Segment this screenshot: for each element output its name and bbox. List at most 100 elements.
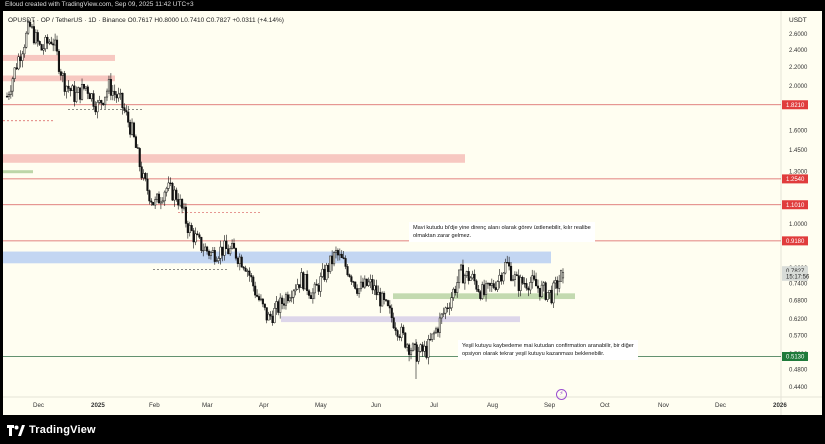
y-tick-label: 0.4800 — [789, 368, 808, 374]
candle-body — [263, 303, 266, 308]
candle-body — [294, 288, 297, 292]
candle-body — [369, 279, 372, 283]
candle-body — [96, 101, 99, 113]
candle-body — [336, 250, 339, 256]
annotation-note-blue-box[interactable]: Mavi kutudu bi'dje yine direnç alanı ola… — [409, 222, 595, 242]
candle-body — [498, 274, 501, 282]
candle-body — [129, 122, 132, 135]
candle-body — [150, 200, 153, 203]
price-label: 1.1010 — [786, 203, 805, 209]
candle-body — [331, 255, 334, 265]
candle-body — [421, 344, 424, 352]
y-tick-label: 1.4500 — [789, 148, 808, 154]
candle-body — [156, 193, 159, 200]
candle-body — [90, 93, 93, 100]
candle-body — [211, 250, 214, 253]
candle-body — [286, 294, 289, 302]
candle-body — [236, 257, 239, 264]
candle-body — [232, 243, 236, 249]
candle-body — [275, 301, 278, 309]
candle-body — [186, 223, 189, 233]
candle-body — [371, 279, 374, 291]
candle-body — [184, 206, 187, 224]
candle-body — [354, 281, 357, 289]
purple-zone — [281, 316, 520, 323]
candle-body — [71, 85, 74, 92]
candle-body — [400, 326, 403, 338]
candle-body — [204, 246, 207, 251]
candle-body — [223, 240, 226, 256]
candle-body — [92, 93, 95, 107]
candle-body — [325, 264, 328, 280]
candle-body — [481, 284, 484, 299]
candle-body — [392, 317, 395, 329]
candle-body — [267, 313, 270, 321]
currency-label: USDT — [789, 17, 807, 24]
candle-body — [359, 281, 363, 290]
candle-body — [265, 307, 268, 321]
x-tick-label: Apr — [259, 402, 269, 409]
x-tick-label: Dec — [33, 402, 44, 409]
x-tick-label: Mar — [202, 402, 213, 409]
candle-body — [11, 78, 14, 92]
candle-body — [538, 287, 541, 297]
candle-body — [138, 148, 141, 168]
candle-body — [313, 283, 316, 294]
candle-body — [517, 275, 520, 291]
candle-body — [77, 87, 80, 93]
candle-body — [307, 290, 311, 296]
candle-body — [115, 94, 118, 99]
candle-body — [240, 256, 243, 268]
candle-body — [500, 274, 503, 282]
candle-body — [277, 301, 280, 313]
candle-body — [252, 276, 255, 287]
lightning-icon[interactable]: ⚡ — [556, 389, 567, 400]
candle-body — [221, 246, 224, 256]
candle-body — [206, 246, 209, 252]
candle-body — [200, 236, 203, 251]
y-tick-label: 0.6200 — [789, 317, 808, 323]
candle-body — [192, 230, 195, 243]
candle-body — [469, 277, 472, 281]
candle-body — [159, 201, 162, 204]
chart-area[interactable]: 2.60002.40002.20002.00001.80001.60001.45… — [3, 11, 822, 415]
candle-body — [417, 351, 420, 362]
candle-body — [52, 43, 55, 46]
price-label: 0.9180 — [786, 239, 805, 245]
red-zone-2 — [3, 75, 115, 82]
price-label-box — [782, 100, 808, 110]
candle-body — [123, 107, 126, 111]
candle-body — [440, 313, 443, 319]
candle-body — [298, 284, 301, 288]
candle-body — [121, 92, 124, 108]
candle-body — [375, 285, 378, 296]
x-tick-label: Jun — [371, 402, 382, 409]
candle-body — [84, 86, 87, 89]
candle-body — [394, 327, 397, 331]
candle-body — [207, 250, 211, 256]
candle-body — [344, 258, 347, 267]
candle-body — [157, 193, 161, 204]
candle-body — [323, 268, 326, 280]
price-label: 0.5130 — [786, 355, 805, 361]
candle-body — [315, 283, 318, 286]
candle-body — [546, 292, 549, 300]
candle-body — [9, 90, 12, 95]
candle-body — [396, 330, 399, 337]
candle-body — [527, 287, 530, 291]
candle-body — [379, 291, 382, 307]
candlestick-chart[interactable]: 2.60002.40002.20002.00001.80001.60001.45… — [3, 11, 822, 415]
candle-body — [82, 84, 86, 89]
candle-body — [102, 102, 105, 105]
candle-body — [5, 96, 9, 98]
candle-body — [448, 307, 451, 309]
candle-body — [177, 199, 180, 206]
candle-body — [390, 307, 393, 318]
candle-body — [50, 41, 53, 45]
annotation-note-green-box[interactable]: Yeşil kutuyu kaybedeme mai kutudan confi… — [458, 340, 638, 360]
candle-body — [348, 274, 351, 277]
x-tick-label: Sep — [544, 402, 556, 409]
candle-body — [386, 300, 389, 306]
candle-body — [175, 189, 178, 200]
candle-body — [48, 41, 51, 44]
